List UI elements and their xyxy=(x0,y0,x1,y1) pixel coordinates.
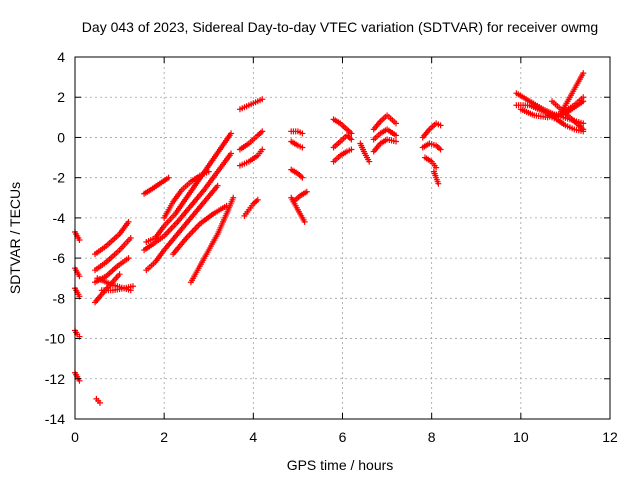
sat-trace-45 xyxy=(544,112,587,135)
point-markers xyxy=(419,140,444,153)
point-markers xyxy=(72,369,83,384)
sat-trace-06 xyxy=(93,395,103,406)
sat-trace-24 xyxy=(288,128,306,137)
y-tick-label: 2 xyxy=(57,89,65,105)
y-tick-label: -12 xyxy=(45,371,65,387)
point-markers xyxy=(72,265,83,280)
point-markers xyxy=(370,112,399,133)
sat-trace-26 xyxy=(288,166,306,181)
point-markers xyxy=(419,120,444,141)
sat-trace-37 xyxy=(419,140,444,153)
sat-trace-34 xyxy=(370,126,399,143)
point-markers xyxy=(241,196,261,219)
sat-trace-12 xyxy=(98,283,136,294)
sat-trace-29 xyxy=(330,116,355,137)
x-axis-label: GPS time / hours xyxy=(287,457,394,473)
point-markers xyxy=(357,140,373,165)
sat-trace-30 xyxy=(330,132,355,151)
point-markers xyxy=(544,112,587,135)
point-markers xyxy=(421,154,440,171)
sat-trace-19 xyxy=(187,194,237,286)
point-markers xyxy=(288,166,306,181)
y-axis-label: SDTVAR / TECUs xyxy=(7,182,23,294)
sat-trace-04 xyxy=(72,327,83,340)
point-markers xyxy=(72,285,83,300)
point-markers xyxy=(370,136,399,155)
point-markers xyxy=(92,218,132,258)
point-markers xyxy=(370,126,399,143)
sat-trace-18 xyxy=(170,202,230,258)
y-tick-label: -6 xyxy=(53,250,66,266)
point-markers xyxy=(98,283,136,294)
point-markers xyxy=(187,194,237,286)
point-markers xyxy=(170,202,230,258)
sat-trace-23 xyxy=(241,196,261,219)
y-tick-label: -14 xyxy=(45,411,65,427)
sat-trace-28 xyxy=(290,188,310,205)
sat-trace-17 xyxy=(161,168,212,221)
y-tick-label: -10 xyxy=(45,331,65,347)
x-tick-label: 4 xyxy=(249,429,257,445)
sat-trace-35 xyxy=(370,136,399,155)
x-tick-label: 12 xyxy=(602,429,618,445)
point-markers xyxy=(141,150,235,254)
y-tick-label: 0 xyxy=(57,129,65,145)
point-markers xyxy=(143,182,221,274)
sat-trace-32 xyxy=(357,140,373,165)
sat-trace-44 xyxy=(557,70,587,117)
axis-ticks: 0 2 4 6 8 10 12 -14 -12 -10 -8 -6 -4 -2 0 2 4 xyxy=(45,49,618,445)
point-markers xyxy=(143,130,235,246)
sat-trace-14 xyxy=(143,130,235,246)
point-markers xyxy=(92,235,134,274)
x-tick-label: 8 xyxy=(428,429,436,445)
point-markers xyxy=(72,327,83,340)
sat-trace-36 xyxy=(419,120,444,141)
sat-trace-21 xyxy=(236,128,266,153)
sat-trace-01 xyxy=(72,228,83,244)
chart-title: Day 043 of 2023, Sidereal Day-to-day VTE… xyxy=(82,19,598,35)
sat-trace-33 xyxy=(370,112,399,133)
plot-marks xyxy=(72,70,587,406)
point-markers xyxy=(288,138,306,151)
y-tick-label: -2 xyxy=(53,170,66,186)
sat-trace-39 xyxy=(430,168,442,187)
sat-trace-07 xyxy=(92,218,132,258)
point-markers xyxy=(236,128,266,153)
x-tick-label: 6 xyxy=(339,429,347,445)
point-markers xyxy=(330,146,355,165)
point-markers xyxy=(161,168,212,221)
point-markers xyxy=(288,128,306,137)
point-markers xyxy=(430,168,442,187)
sat-trace-13 xyxy=(141,174,172,197)
y-tick-label: 4 xyxy=(57,49,65,65)
grid-lines xyxy=(75,57,610,419)
point-markers xyxy=(557,70,587,117)
point-markers xyxy=(72,228,83,244)
x-tick-label: 10 xyxy=(513,429,529,445)
point-markers xyxy=(93,395,103,406)
sat-trace-03 xyxy=(72,285,83,300)
sat-trace-38 xyxy=(421,154,440,171)
y-tick-label: -8 xyxy=(53,290,66,306)
sat-trace-02 xyxy=(72,265,83,280)
point-markers xyxy=(141,174,172,197)
sat-trace-08 xyxy=(92,235,134,274)
sat-trace-20 xyxy=(236,96,266,113)
sat-trace-25 xyxy=(288,138,306,151)
x-tick-label: 2 xyxy=(160,429,168,445)
point-markers xyxy=(236,146,266,169)
sat-trace-05 xyxy=(72,369,83,384)
x-tick-label: 0 xyxy=(71,429,79,445)
y-tick-label: -4 xyxy=(53,210,66,226)
point-markers xyxy=(236,96,266,113)
sat-trace-16 xyxy=(143,182,221,274)
point-markers xyxy=(330,132,355,151)
point-markers xyxy=(330,116,355,137)
sat-trace-15 xyxy=(141,150,235,254)
point-markers xyxy=(290,188,310,205)
sat-trace-22 xyxy=(236,146,266,169)
sat-trace-31 xyxy=(330,146,355,165)
